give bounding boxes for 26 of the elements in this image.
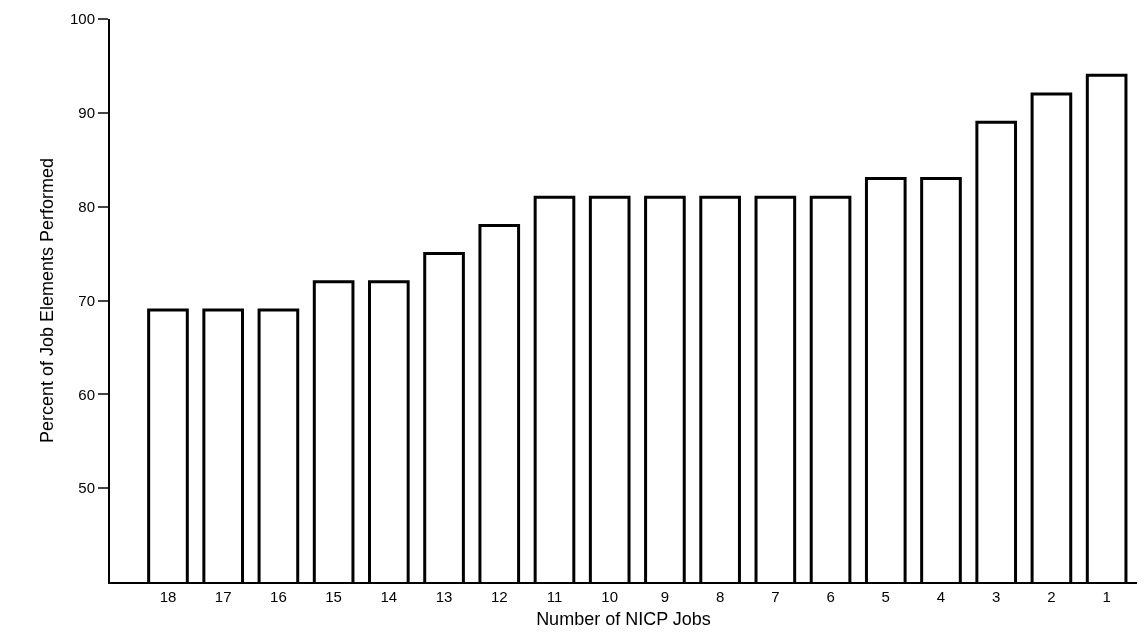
y-tick-label: 90 [78, 104, 95, 122]
x-tick-label: 6 [826, 588, 835, 605]
y-tick-label: 70 [78, 291, 95, 309]
x-tick-label: 7 [771, 588, 780, 605]
y-tick-label: 100 [69, 10, 95, 28]
x-tick-label: 1 [1102, 588, 1111, 605]
x-tick-label: 5 [881, 588, 890, 605]
x-tick-label: 8 [715, 588, 725, 605]
x-tick-label: 11 [546, 588, 563, 605]
y-tick-label: 50 [78, 479, 95, 497]
x-axis-title: Number of NICP Jobs [536, 608, 711, 629]
y-tick-label: 60 [78, 385, 95, 403]
x-tick-label: 15 [325, 588, 342, 605]
y-tick-label: 80 [78, 197, 95, 215]
y-axis-title: Percent of Job Elements Performed [36, 157, 57, 444]
x-tick-label: 9 [660, 588, 670, 605]
x-tick-label: 2 [1047, 588, 1056, 605]
x-tick-label: 18 [159, 588, 177, 605]
x-tick-label: 12 [490, 588, 508, 605]
x-tick-label: 16 [270, 588, 287, 605]
x-tick-label: 3 [992, 588, 1001, 605]
x-tick-label: 14 [380, 588, 398, 605]
x-tick-label: 10 [601, 588, 619, 605]
x-tick-label: 17 [214, 588, 232, 605]
x-tick-label: 13 [435, 588, 453, 605]
x-tick-label: 4 [936, 588, 946, 605]
